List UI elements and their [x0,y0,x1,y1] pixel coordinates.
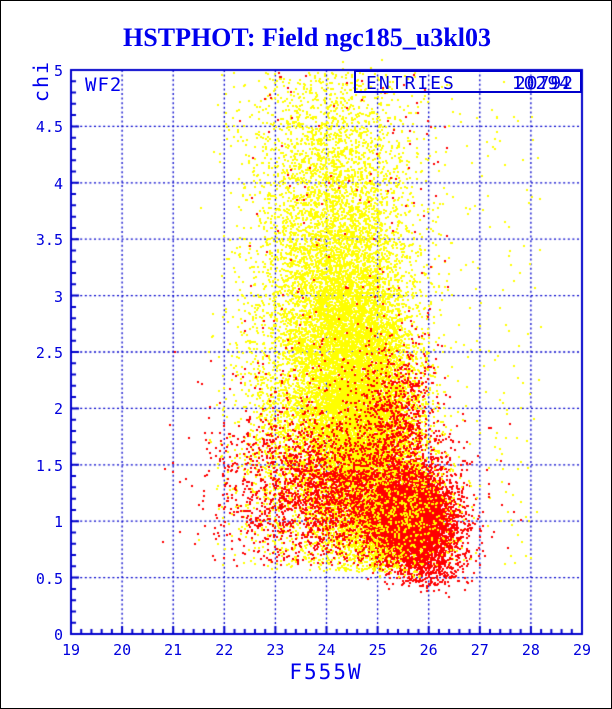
y-tick-label: 4 [53,174,63,193]
x-tick-label: 20 [113,641,132,659]
y-tick-label: 0 [53,626,63,644]
x-tick-label: 22 [215,641,234,659]
y-tick-label: 3.5 [35,231,63,250]
entries-value-secondary: 10294 [511,73,571,94]
x-tick-label: 24 [317,641,336,659]
x-tick-label: 23 [266,641,285,659]
x-tick-label: 21 [164,641,183,659]
entries-label: ENTRIES [366,73,456,94]
y-tick-label: 3 [53,287,63,306]
x-tick-label: 28 [521,641,540,659]
x-tick-label: 26 [419,641,438,659]
y-tick-label: 0.5 [35,569,63,588]
x-axis-label: F555W [289,660,363,684]
y-tick-label: 1.5 [35,456,63,475]
x-tick-label: 19 [61,641,81,659]
entries-value-primary: 20792 [514,73,574,94]
y-tick-label: 1 [53,513,63,532]
x-tick-label: 27 [470,641,489,659]
detector-label: WF2 [85,74,123,96]
x-tick-label: 29 [572,641,592,659]
y-tick-label: 2.5 [35,344,63,362]
y-tick-label: 4.5 [35,118,63,137]
y-tick-label: 2 [53,400,63,419]
y-tick-label: 5 [53,62,63,80]
entries-stats-box: ENTRIES 20792 10294 [354,70,582,94]
x-tick-label: 25 [368,641,387,659]
